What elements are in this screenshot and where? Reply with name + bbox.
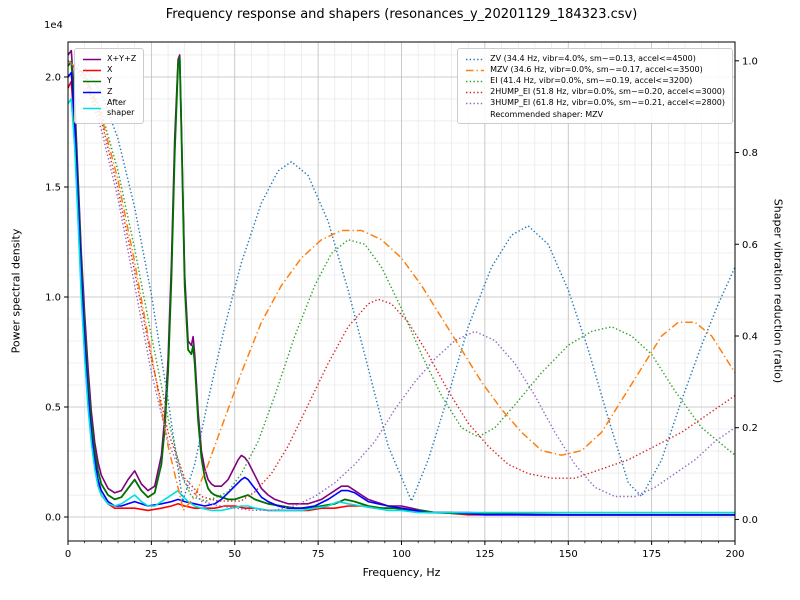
legend-swatch-line — [465, 77, 485, 86]
legend-entry: 3HUMP_EI (61.8 Hz, vibr=0.0%, sm~=0.21, … — [465, 98, 725, 108]
x-tick-label: 0 — [65, 549, 71, 560]
series-x+y+z — [67, 49, 735, 516]
chart-title: Frequency response and shapers (resonanc… — [165, 7, 638, 22]
y-left-tick-label: 2.0 — [45, 72, 61, 83]
legend-note: Recommended shaper: MZV — [490, 110, 604, 119]
legend-entry: 2HUMP_EI (51.8 Hz, vibr=0.0%, sm~=0.20, … — [465, 87, 725, 97]
x-tick-label: 50 — [228, 549, 241, 560]
series-z — [67, 71, 735, 516]
x-tick-label: 25 — [145, 549, 158, 560]
y-left-tick-label: 0.5 — [45, 403, 61, 414]
legend-swatch-line — [465, 99, 485, 108]
x-tick-label: 150 — [559, 549, 578, 560]
legend-swatch-line — [82, 77, 102, 86]
x-tick-label: 175 — [642, 549, 661, 560]
legend-entry: After shaper — [82, 98, 136, 118]
legend-swatch-line — [465, 88, 485, 97]
legend-entry: MZV (34.6 Hz, vibr=0.0%, sm~=0.17, accel… — [465, 65, 725, 75]
legend-entry: EI (41.4 Hz, vibr=0.0%, sm~=0.19, accel<… — [465, 76, 725, 86]
legend-entry: X+Y+Z — [82, 54, 136, 64]
legend-label: EI (41.4 Hz, vibr=0.0%, sm~=0.19, accel<… — [490, 76, 693, 85]
legend-swatch-line — [82, 55, 102, 64]
legend-label: 2HUMP_EI (51.8 Hz, vibr=0.0%, sm~=0.20, … — [490, 87, 725, 96]
x-axis-label: Frequency, Hz — [362, 566, 441, 579]
legend-swatch-line — [82, 88, 102, 97]
legend-swatch-line — [465, 55, 485, 64]
y-right-tick-label: 1.0 — [742, 56, 758, 67]
legend-shapers: ZV (34.4 Hz, vibr=4.0%, sm~=0.13, accel<… — [457, 48, 733, 124]
legend-entry: Y — [82, 76, 136, 86]
y-left-tick-label: 1.0 — [45, 293, 61, 304]
y-left-axis-label: Power spectral density — [9, 228, 23, 354]
y-right-tick-label: 0.0 — [742, 515, 758, 526]
legend-label: X — [107, 65, 113, 74]
legend-swatch-line — [82, 66, 102, 75]
legend-label: X+Y+Z — [107, 54, 137, 63]
y-right-tick-label: 0.8 — [742, 148, 758, 159]
legend-label: After shaper — [107, 98, 135, 117]
legend-label: Z — [107, 87, 113, 96]
y-right-axis-label: Shaper vibration reduction (ratio) — [771, 198, 785, 384]
y-left-tick-label: 1.5 — [45, 182, 61, 193]
y-right-tick-label: 0.4 — [742, 331, 758, 342]
legend-label: Y — [107, 76, 112, 85]
x-tick-label: 125 — [475, 549, 494, 560]
x-tick-label: 75 — [312, 549, 325, 560]
x-tick-label: 100 — [392, 549, 411, 560]
legend-psd: X+Y+Z X Y Z After shaper — [74, 48, 145, 124]
legend-entry: ZV (34.4 Hz, vibr=4.0%, sm~=0.13, accel<… — [465, 54, 725, 64]
y-right-tick-label: 0.6 — [742, 240, 758, 251]
legend-label: ZV (34.4 Hz, vibr=4.0%, sm~=0.13, accel<… — [490, 54, 696, 63]
legend-entry: Z — [82, 87, 136, 97]
series-mzv — [67, 60, 736, 512]
series-3hump_ei — [67, 60, 736, 511]
series-y — [67, 56, 735, 516]
x-tick-label: 200 — [725, 549, 744, 560]
y-right-tick-label: 0.2 — [742, 423, 758, 434]
y-left-tick-label: 0.0 — [45, 513, 61, 524]
legend-label: MZV (34.6 Hz, vibr=0.0%, sm~=0.17, accel… — [490, 65, 703, 74]
legend-label: 3HUMP_EI (61.8 Hz, vibr=0.0%, sm~=0.21, … — [490, 98, 725, 107]
axis-offset-text: 1e4 — [44, 20, 63, 31]
legend-swatch-line — [465, 66, 485, 75]
series-ei — [67, 60, 736, 502]
series-after-shaper — [67, 98, 735, 514]
legend-entry: X — [82, 65, 136, 75]
series-zv — [67, 60, 736, 502]
series-2hump_ei — [67, 60, 736, 502]
legend-swatch-line — [82, 104, 102, 113]
